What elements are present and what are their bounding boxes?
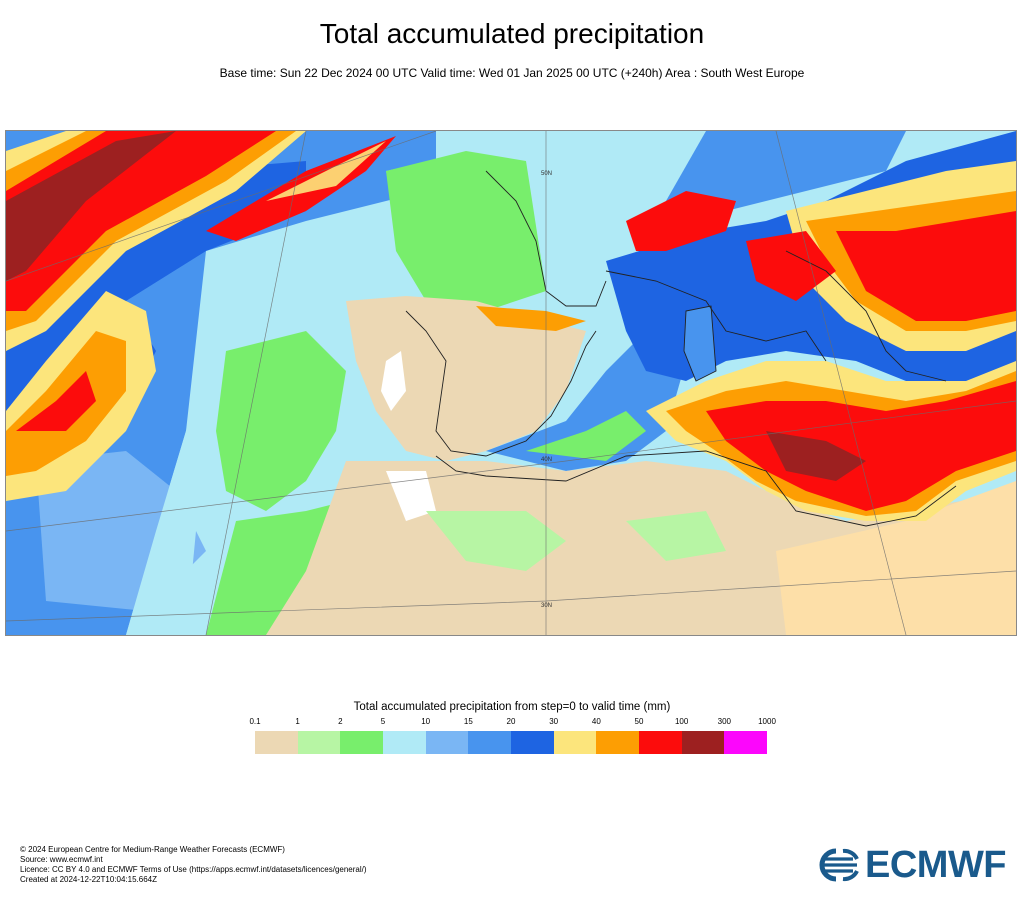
legend-tick-label: 5 (380, 717, 386, 726)
logo-text: ECMWF (865, 844, 1007, 886)
legend-swatch (511, 731, 554, 754)
lat-label-40n: 40N (541, 457, 552, 463)
legend-tick-label: 0.1 (249, 717, 261, 726)
legend-swatch (340, 731, 384, 754)
ecmwf-logo-icon (819, 848, 859, 882)
legend-swatch (639, 731, 682, 754)
legend-tick-label: 100 (674, 717, 689, 726)
footer-source: Source: www.ecmwf.int (20, 855, 103, 864)
legend-swatch (255, 731, 298, 754)
legend-swatch (681, 731, 725, 754)
legend-tick-label: 20 (506, 717, 516, 726)
lat-label-50n: 50N (541, 171, 552, 177)
legend-tick-label: 50 (634, 717, 644, 726)
legend-ticks: 0.1 1 2 5 10 15 20 30 40 50 100 300 1000 (0, 717, 1024, 729)
legend-swatch (553, 731, 597, 754)
legend-tick-label: 10 (421, 717, 431, 726)
footer-created: Created at 2024-12-22T10:04:15.664Z (20, 875, 157, 884)
legend-swatch (297, 731, 341, 754)
legend-swatch (468, 731, 512, 754)
legend-tick-label: 15 (463, 717, 473, 726)
legend-swatch (425, 731, 469, 754)
graticule (6, 131, 1016, 635)
precipitation-map[interactable]: 50N 40N 30N (5, 130, 1017, 636)
legend-swatch (596, 731, 640, 754)
legend-tick-label: 300 (717, 717, 732, 726)
chart-title: Total accumulated precipitation (319, 18, 705, 49)
legend-tick-label: 1000 (758, 717, 776, 726)
lat-label-30n: 30N (541, 603, 552, 609)
legend-swatch (724, 731, 768, 754)
ecmwf-logo[interactable]: ECMWF (813, 846, 1009, 884)
legend-swatch (383, 731, 426, 754)
iberia-field (346, 296, 586, 461)
legend-colorbar (255, 731, 768, 754)
legend-title: Total accumulated precipitation from ste… (353, 701, 671, 713)
legend-tick-label: 1 (295, 717, 300, 726)
legend-tick-label: 2 (338, 717, 343, 726)
chart-subtitle: Base time: Sun 22 Dec 2024 00 UTC Valid … (219, 66, 805, 80)
footer: © 2024 European Centre for Medium-Range … (20, 845, 367, 885)
legend-tick-label: 30 (549, 717, 559, 726)
central-med-field (706, 381, 1016, 511)
footer-copyright: © 2024 European Centre for Medium-Range … (20, 845, 285, 854)
footer-licence: Licence: CC BY 4.0 and ECMWF Terms of Us… (20, 865, 367, 874)
legend-tick-label: 40 (591, 717, 601, 726)
